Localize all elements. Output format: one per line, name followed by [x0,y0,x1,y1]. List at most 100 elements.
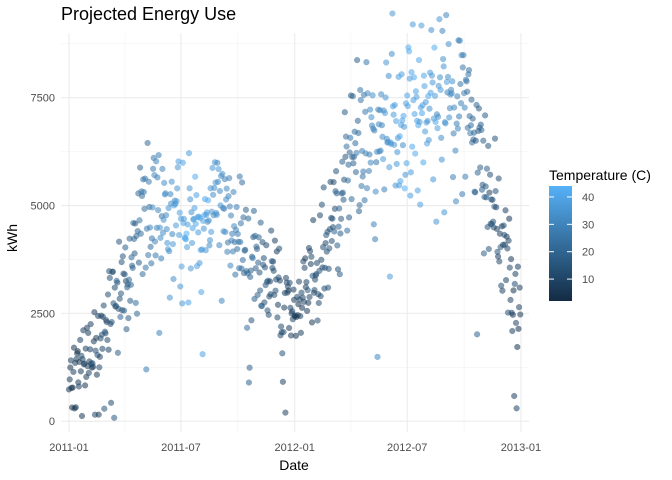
data-point [214,159,221,166]
data-point [148,260,155,267]
data-point [356,201,363,209]
data-point [108,318,115,326]
data-point [505,237,512,244]
data-point [421,82,428,90]
data-point [269,258,277,265]
data-point [128,254,135,261]
data-point [516,284,523,291]
data-point [493,225,501,233]
data-point [114,279,121,286]
data-point [187,196,194,203]
data-point [297,312,304,320]
data-point [209,164,216,172]
data-point [169,240,177,248]
data-point [118,258,125,266]
data-point [372,188,379,195]
data-point [162,212,170,219]
data-point [469,115,476,122]
data-point [400,123,408,130]
data-point [436,16,443,23]
data-point [480,137,487,144]
data-point [146,224,154,231]
data-point [422,98,429,106]
data-point [358,182,365,190]
data-point [74,348,81,355]
data-point [271,237,279,244]
data-point [443,11,450,19]
data-point [276,277,284,284]
data-point [255,259,262,266]
data-point [391,101,398,109]
data-point [157,234,164,241]
data-point [193,191,200,199]
data-point [504,245,511,252]
data-point [495,175,502,182]
data-point [185,299,192,306]
data-point [96,364,103,371]
data-point [232,271,239,278]
data-point [418,22,425,29]
data-point [455,113,463,120]
data-point [119,253,126,260]
data-point [485,245,492,253]
data-point [253,245,261,253]
data-point [67,364,74,371]
data-point [517,311,524,318]
data-point [101,405,108,412]
data-point [332,168,340,175]
data-point [482,183,489,190]
data-point [242,246,249,253]
data-point [111,284,118,291]
data-point [224,248,231,255]
data-point [340,196,347,203]
data-point [441,209,448,216]
data-point [219,170,226,178]
data-point [222,228,229,236]
data-point [431,92,439,100]
x-tick-label: 2012-01 [275,442,315,454]
data-point [302,255,309,262]
data-point [322,239,329,247]
data-point [308,253,315,260]
data-point [96,353,104,360]
data-point [365,167,373,175]
data-point [257,219,264,226]
data-point [139,270,146,278]
data-point [399,142,407,149]
data-point [196,259,203,267]
data-point [245,215,252,222]
data-point [413,93,420,101]
data-point [337,215,345,222]
data-point [404,92,411,99]
data-point [234,230,241,238]
data-points [65,10,524,421]
data-point [350,160,357,167]
data-point [285,324,293,332]
data-point [286,279,293,286]
data-point [459,190,466,198]
data-point [317,292,324,300]
data-point [398,71,405,78]
data-point [438,134,445,141]
data-point [183,230,190,237]
data-point [409,143,416,150]
data-point [93,371,101,378]
data-point [427,89,434,96]
data-point [145,251,152,259]
data-point [477,164,484,171]
data-point [343,143,350,150]
x-tick-label: 2013-01 [501,442,541,454]
data-point [434,113,442,120]
data-point [115,238,123,245]
data-point [89,363,97,370]
data-point [179,159,186,166]
data-point [78,412,86,420]
data-point [314,317,321,324]
data-point [143,366,150,373]
data-point [81,382,89,389]
data-point [307,260,314,268]
data-point [292,332,300,339]
data-point [472,137,479,144]
data-point [95,411,102,418]
data-point [211,184,218,192]
